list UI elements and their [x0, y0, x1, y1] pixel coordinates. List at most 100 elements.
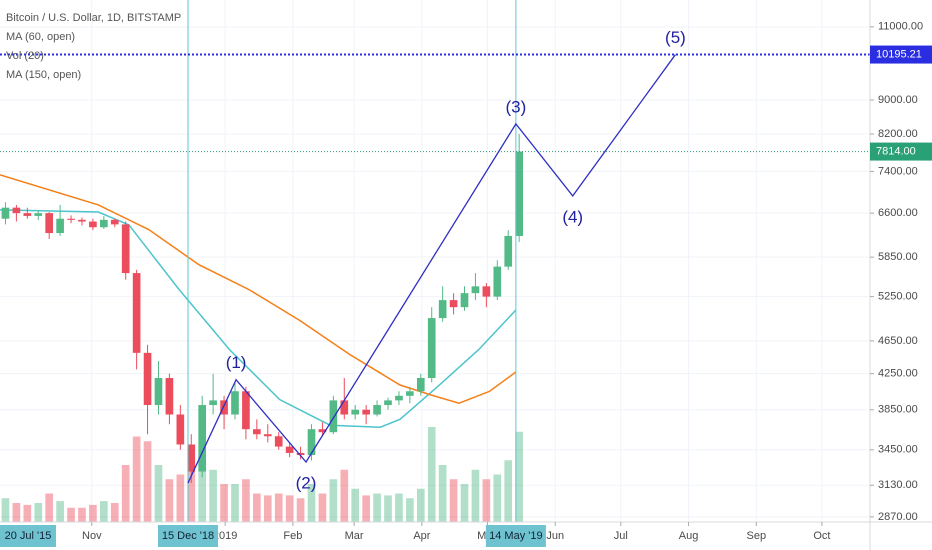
candle-body [242, 391, 250, 430]
volume-bar [12, 503, 21, 522]
volume-bar [89, 504, 97, 522]
legend-entry: Vol (20) [6, 50, 44, 62]
candle-body [56, 218, 64, 234]
candle-body [187, 444, 196, 472]
volume-bar [449, 479, 458, 522]
candle-body [12, 207, 21, 214]
volume-bar [351, 488, 360, 522]
volume-bar [23, 504, 32, 522]
volume-bar [187, 469, 196, 522]
candle-body [231, 391, 239, 415]
candle-body [493, 266, 502, 297]
volume-bar [253, 493, 261, 522]
x-tick-label: Oct [813, 530, 830, 542]
candle-body [274, 436, 283, 447]
volume-bar [373, 493, 381, 522]
volume-bar [318, 493, 327, 522]
volume-bar [460, 484, 469, 522]
volume-bar [482, 479, 491, 522]
y-tick-label: 3850.00 [878, 404, 918, 416]
candle-body [427, 318, 436, 379]
candle-body [154, 378, 163, 406]
volume-bar [504, 460, 513, 522]
y-tick-label: 5850.00 [878, 251, 918, 263]
volume-bar [438, 465, 447, 522]
candle-body [198, 405, 207, 472]
candle-body [165, 378, 174, 415]
volume-bar [416, 488, 425, 522]
axes: 11000.00 9000.00 8200.00 7400.00 6600.00 5850… [0, 21, 932, 547]
x-tick-label: Sep [747, 530, 767, 542]
marker-label: 14 May '19 [489, 530, 542, 542]
wave-label: (4) [562, 207, 583, 226]
wave-line [187, 54, 676, 484]
volume-bar [307, 484, 316, 522]
y-tick-label: 8200.00 [878, 128, 918, 140]
moving-average [0, 174, 517, 404]
y-tick-label: 9000.00 [878, 94, 918, 106]
volume-bar [176, 474, 185, 522]
volume-bar [198, 455, 207, 522]
candle-body [67, 218, 75, 220]
volume-bar [329, 479, 338, 522]
volume-bar [384, 495, 392, 522]
volume-bar [56, 501, 64, 522]
marker-label-box [485, 525, 546, 547]
volume-bar [100, 501, 108, 522]
legend-entry: MA (60, open) [6, 31, 75, 43]
price-label-box [870, 45, 932, 64]
candle-body [143, 352, 152, 406]
volume-bar [231, 484, 239, 522]
candle-body [482, 286, 491, 297]
volume-bar [340, 469, 349, 522]
candle-body [449, 300, 458, 308]
volume-bar [34, 503, 43, 522]
candle-body [395, 395, 403, 401]
volume-bar [471, 469, 480, 522]
price-label-box [870, 142, 932, 161]
chart-title: Bitcoin / U.S. Dollar, 1D, BITSTAMP [6, 12, 181, 24]
candle-body [78, 219, 86, 222]
candle-body [89, 221, 97, 228]
volume-bar [165, 479, 174, 522]
candle-body [471, 286, 480, 294]
volume-bar [110, 503, 119, 522]
candle-body [285, 446, 294, 453]
candle-body [318, 429, 327, 433]
y-tick-label: 6600.00 [878, 207, 918, 219]
candle-body [307, 429, 316, 456]
range-label: 20 Jul '15 [5, 530, 52, 542]
volume-bar [274, 493, 283, 522]
wave-label: (5) [665, 28, 686, 47]
y-tick-label: 7400.00 [878, 165, 918, 177]
volume-bar [45, 493, 54, 522]
candle-body [209, 400, 217, 406]
candle-body [296, 452, 305, 456]
volume-bar [154, 465, 163, 522]
volume-bar [67, 507, 75, 522]
volume-bar [362, 495, 370, 522]
candle-body [176, 414, 185, 445]
candle-body [220, 400, 228, 415]
candle-body [263, 434, 272, 437]
candle-body [121, 224, 130, 274]
price-label: 10195.21 [876, 48, 922, 60]
volume-bar [395, 493, 403, 522]
candle-body [329, 400, 338, 433]
candle-body [351, 409, 360, 415]
x-tick-label: Jul [614, 530, 628, 542]
candle-body [504, 235, 513, 267]
y-tick-label: 3130.00 [878, 479, 918, 491]
x-tick-label: 2019 [213, 530, 237, 542]
candle-body [23, 213, 32, 216]
x-tick-label: Nov [82, 530, 102, 542]
candle-body [45, 213, 54, 234]
candle-body [438, 300, 447, 319]
y-tick-label: 5250.00 [878, 291, 918, 303]
marker-label: 15 Dec '18 [162, 530, 214, 542]
candle-body [515, 151, 523, 236]
x-tick-label: Aug [679, 530, 699, 542]
y-tick-label: 4650.00 [878, 335, 918, 347]
